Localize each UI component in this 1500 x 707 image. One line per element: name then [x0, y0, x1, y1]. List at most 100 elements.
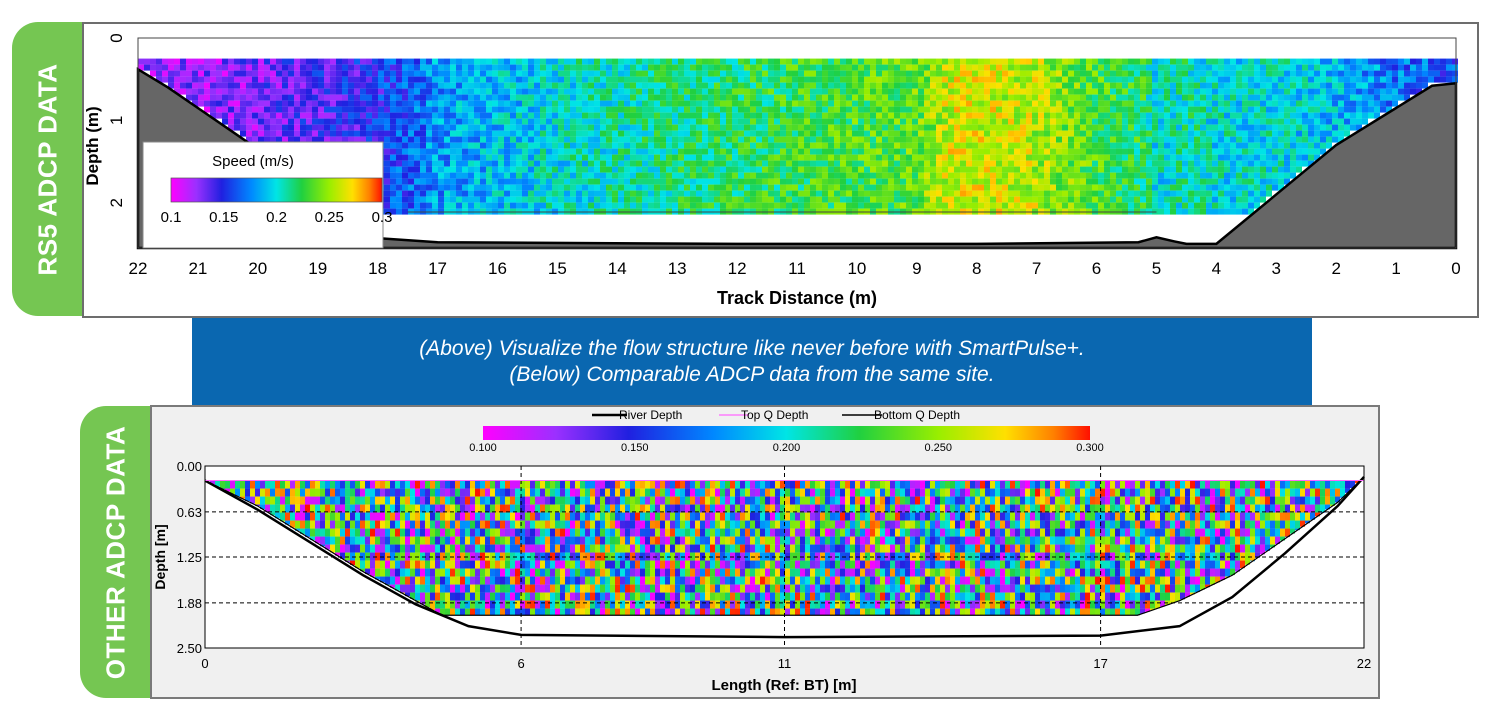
- heatmap-cell: [1212, 166, 1218, 173]
- heatmap-cell: [480, 148, 486, 155]
- heatmap-cell: [780, 190, 786, 197]
- heatmap-cell: [780, 82, 786, 89]
- heatmap-cell: [708, 148, 714, 155]
- heatmap-cell: [414, 76, 420, 83]
- heatmap-cell: [936, 82, 942, 89]
- heatmap-cell: [612, 94, 618, 101]
- heatmap-cell: [840, 190, 846, 197]
- heatmap-cell: [516, 166, 522, 173]
- heatmap-cell: [342, 136, 348, 143]
- heatmap-cell: [186, 64, 192, 71]
- heatmap-cell: [1092, 124, 1098, 131]
- heatmap-cell: [264, 106, 270, 113]
- heatmap-cell: [510, 178, 516, 185]
- heatmap-cell: [1146, 196, 1152, 203]
- heatmap-cell: [564, 76, 570, 83]
- heatmap-cell: [510, 88, 516, 95]
- heatmap-cell: [810, 160, 816, 167]
- heatmap-cell: [906, 58, 912, 65]
- heatmap-cell: [786, 148, 792, 155]
- heatmap-cell: [510, 70, 516, 77]
- heatmap-cell: [858, 196, 864, 203]
- heatmap-cell: [1014, 112, 1020, 119]
- heatmap-cell: [816, 100, 822, 107]
- heatmap-cell: [816, 166, 822, 173]
- heatmap-cell: [198, 94, 204, 101]
- heatmap-cell: [1452, 70, 1458, 77]
- heatmap-cell: [600, 130, 606, 137]
- heatmap-cell: [1212, 136, 1218, 143]
- heatmap-cell: [624, 76, 630, 83]
- heatmap-cell: [522, 64, 528, 71]
- heatmap-cell: [762, 190, 768, 197]
- heatmap-cell: [558, 94, 564, 101]
- heatmap-cell: [582, 106, 588, 113]
- heatmap-cell: [1302, 112, 1308, 119]
- heatmap-cell: [276, 100, 282, 107]
- heatmap-cell: [654, 118, 660, 125]
- heatmap-cell: [222, 112, 228, 119]
- heatmap-cell: [402, 190, 408, 197]
- heatmap-cell: [1356, 76, 1362, 83]
- heatmap-cell: [1350, 64, 1356, 71]
- heatmap-cell: [726, 196, 732, 203]
- heatmap-cell: [414, 178, 420, 185]
- heatmap-cell: [510, 58, 516, 65]
- heatmap-cell: [804, 166, 810, 173]
- heatmap-cell: [414, 82, 420, 89]
- heatmap-cell: [444, 142, 450, 149]
- heatmap-cell: [510, 76, 516, 83]
- heatmap-cell: [924, 184, 930, 191]
- heatmap-cell: [1098, 82, 1104, 89]
- heatmap-cell: [648, 136, 654, 143]
- heatmap-cell: [510, 94, 516, 101]
- heatmap-cell: [660, 202, 666, 209]
- heatmap-cell: [954, 130, 960, 137]
- heatmap-cell: [744, 106, 750, 113]
- heatmap-cell: [306, 76, 312, 83]
- heatmap-cell: [486, 118, 492, 125]
- heatmap-cell: [1044, 196, 1050, 203]
- heatmap-cell: [648, 82, 654, 89]
- heatmap-cell: [852, 190, 858, 197]
- heatmap-cell: [288, 136, 294, 143]
- heatmap-cell: [1038, 148, 1044, 155]
- heatmap-cell: [744, 88, 750, 95]
- heatmap-cell: [636, 190, 642, 197]
- heatmap-cell: [498, 124, 504, 131]
- heatmap-cell: [990, 190, 996, 197]
- heatmap-cell: [1356, 94, 1362, 101]
- heatmap-cell: [426, 190, 432, 197]
- heatmap-cell: [1122, 118, 1128, 125]
- heatmap-cell: [366, 58, 372, 65]
- heatmap-cell: [912, 172, 918, 179]
- heatmap-cell: [936, 100, 942, 107]
- heatmap-cell: [858, 160, 864, 167]
- heatmap-cell: [1272, 58, 1278, 65]
- heatmap-cell: [1164, 58, 1170, 65]
- heatmap-cell: [744, 154, 750, 161]
- heatmap-cell: [516, 160, 522, 167]
- heatmap-cell: [684, 142, 690, 149]
- heatmap-cell: [552, 160, 558, 167]
- heatmap-cell: [390, 196, 396, 203]
- heatmap-cell: [702, 148, 708, 155]
- heatmap-cell: [1392, 94, 1398, 101]
- heatmap-cell: [522, 100, 528, 107]
- heatmap-cell: [864, 58, 870, 65]
- heatmap-cell: [198, 76, 204, 83]
- heatmap-cell: [354, 112, 360, 119]
- heatmap-cell: [1260, 94, 1266, 101]
- heatmap-cell: [720, 88, 726, 95]
- heatmap-cell: [864, 196, 870, 203]
- heatmap-cell: [1194, 136, 1200, 143]
- heatmap-cell: [630, 130, 636, 137]
- heatmap-cell: [612, 58, 618, 65]
- heatmap-cell: [576, 112, 582, 119]
- heatmap-cell: [570, 118, 576, 125]
- heatmap-cell: [672, 160, 678, 167]
- heatmap-cell: [1044, 190, 1050, 197]
- heatmap-cell: [504, 82, 510, 89]
- heatmap-cell: [1104, 106, 1110, 113]
- heatmap-cell: [396, 172, 402, 179]
